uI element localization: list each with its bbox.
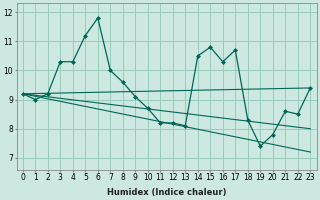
X-axis label: Humidex (Indice chaleur): Humidex (Indice chaleur) [107, 188, 226, 197]
